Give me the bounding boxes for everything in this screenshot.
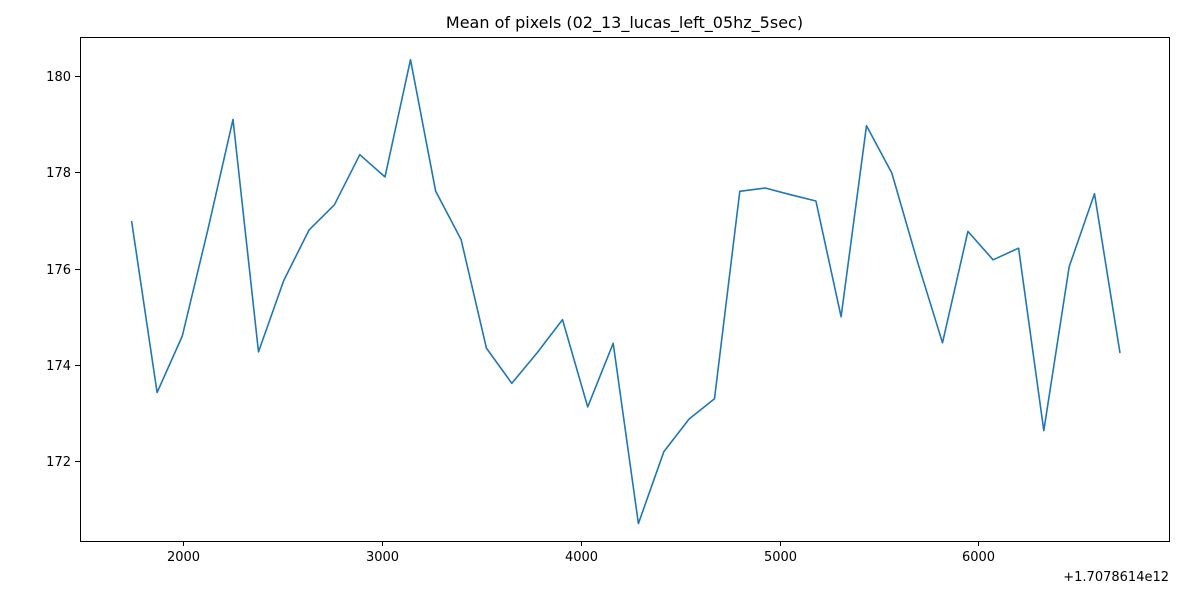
series-line-0 [130,58,1121,525]
x-tick-label: 6000 [962,550,995,565]
y-tick-label: 180 [46,70,71,85]
x-axis: 2000 3000 4000 5000 6000 [167,541,995,565]
x-tick-label: 2000 [167,550,200,565]
chart-title: Mean of pixels (02_13_lucas_left_05hz_5s… [446,13,803,33]
y-tick-label: 178 [46,166,71,181]
x-axis-offset-label: +1.7078614e12 [1063,570,1169,585]
x-tick-label: 4000 [565,550,598,565]
plot-area [130,58,1121,525]
x-tick-label: 3000 [366,550,399,565]
x-tick-label: 5000 [764,550,797,565]
y-axis: 172 174 176 178 180 [46,70,80,470]
y-tick-label: 176 [46,263,71,278]
y-tick-label: 172 [46,455,71,470]
y-tick-label: 174 [46,359,71,374]
axes-frame [80,37,1170,542]
